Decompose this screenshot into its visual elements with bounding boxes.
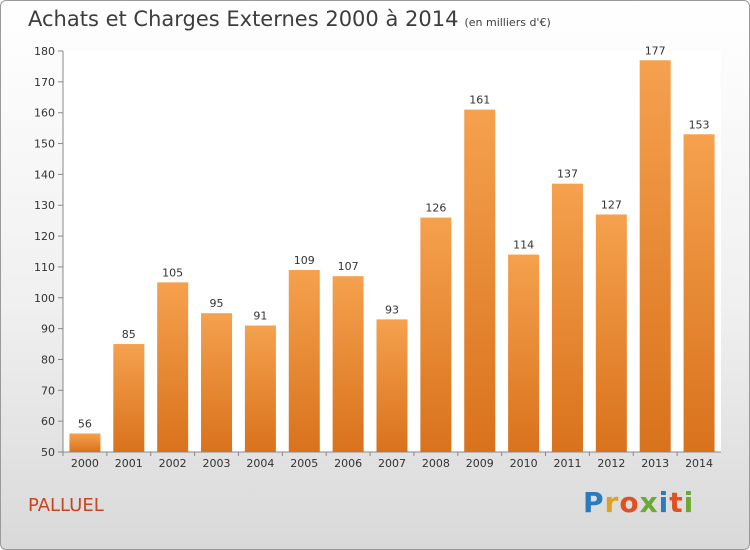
bar <box>508 254 540 452</box>
data-label: 109 <box>294 254 315 267</box>
y-tick-label: 130 <box>34 199 55 212</box>
bar <box>464 109 496 452</box>
y-tick-label: 80 <box>41 353 55 366</box>
data-label: 153 <box>689 118 710 131</box>
data-label: 114 <box>513 239 534 252</box>
x-tick-label: 2014 <box>685 457 713 470</box>
data-label: 93 <box>385 303 399 316</box>
chart-subtitle: (en milliers d'€) <box>464 16 551 29</box>
data-label: 126 <box>425 202 446 215</box>
data-label: 177 <box>645 44 666 57</box>
data-label: 137 <box>557 168 578 181</box>
chart-title: Achats et Charges Externes 2000 à 2014 (e… <box>28 7 551 31</box>
bar <box>332 276 364 452</box>
x-tick-label: 2003 <box>203 457 231 470</box>
y-tick-label: 140 <box>34 168 55 181</box>
data-label: 161 <box>469 94 490 107</box>
x-tick-label: 2008 <box>422 457 450 470</box>
bar <box>157 282 189 452</box>
logo-letter: t <box>669 486 684 519</box>
bar <box>639 60 671 452</box>
logo-letter: P <box>583 486 605 519</box>
x-tick-label: 2006 <box>334 457 362 470</box>
bar <box>551 183 583 452</box>
proxiti-logo: Proxiti <box>583 486 694 519</box>
x-tick-label: 2000 <box>71 457 99 470</box>
logo-letter: r <box>604 486 620 519</box>
data-label: 56 <box>78 417 92 430</box>
commune-name: PALLUEL <box>28 495 104 516</box>
y-tick-label: 60 <box>41 415 55 428</box>
data-label: 91 <box>253 310 267 323</box>
bar <box>288 270 320 452</box>
x-tick-label: 2004 <box>246 457 274 470</box>
x-tick-label: 2005 <box>290 457 318 470</box>
x-tick-label: 2010 <box>510 457 538 470</box>
data-label: 127 <box>601 198 622 211</box>
data-label: 107 <box>338 260 359 273</box>
x-tick-label: 2002 <box>159 457 187 470</box>
logo-letter: i <box>683 486 695 519</box>
data-label: 95 <box>210 297 224 310</box>
bar <box>376 319 408 452</box>
y-tick-label: 180 <box>34 45 55 58</box>
y-tick-label: 50 <box>41 446 55 459</box>
bar <box>69 433 101 452</box>
logo-letter: i <box>658 486 670 519</box>
y-tick-label: 90 <box>41 323 55 336</box>
y-tick-label: 160 <box>34 107 55 120</box>
bar <box>201 313 233 452</box>
bar <box>244 325 276 452</box>
bar <box>420 217 452 452</box>
x-tick-label: 2011 <box>553 457 581 470</box>
y-tick-label: 170 <box>34 76 55 89</box>
logo-letter: x <box>639 486 659 519</box>
bar <box>683 134 715 453</box>
y-tick-label: 110 <box>34 261 55 274</box>
x-tick-label: 2001 <box>115 457 143 470</box>
y-tick-label: 100 <box>34 292 55 305</box>
x-tick-label: 2012 <box>597 457 625 470</box>
y-tick-label: 120 <box>34 230 55 243</box>
x-tick-label: 2007 <box>378 457 406 470</box>
y-tick-label: 150 <box>34 138 55 151</box>
x-tick-label: 2013 <box>641 457 669 470</box>
y-tick-label: 70 <box>41 384 55 397</box>
bar <box>595 214 627 452</box>
bar <box>113 344 145 452</box>
data-label: 105 <box>162 266 183 279</box>
data-label: 85 <box>122 328 136 341</box>
x-tick-label: 2009 <box>466 457 494 470</box>
logo-letter: o <box>619 486 640 519</box>
